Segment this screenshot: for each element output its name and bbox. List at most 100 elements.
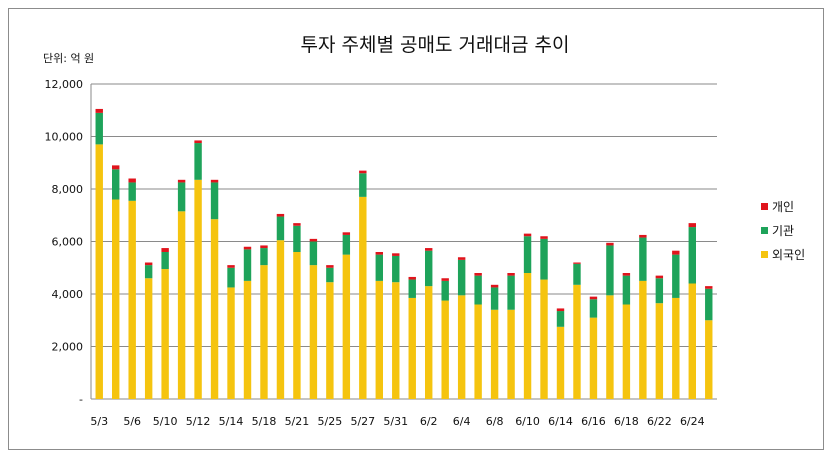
- bar-segment-individual: [688, 223, 696, 228]
- bar-segment-foreign: [392, 282, 400, 399]
- bar-segment-foreign: [655, 303, 664, 399]
- x-tick-label: 5/21: [285, 415, 310, 428]
- bar-segment-individual: [507, 273, 515, 276]
- x-axis-ticks: 5/3 5/6 5/10 5/12 5/14 5/18 5/21 5/25 5/27 5/31 6/…: [90, 415, 704, 428]
- bar-segment-institution: [177, 182, 186, 212]
- bar-segment-foreign: [540, 279, 548, 399]
- bar-segment-institution: [210, 182, 219, 220]
- bar-segment-institution: [276, 216, 285, 241]
- bar-segment-foreign: [326, 282, 334, 399]
- bar-segment-foreign: [95, 144, 103, 399]
- x-tick-label: 6/16: [581, 415, 606, 428]
- bar-segment-individual: [672, 250, 680, 255]
- bar-segment-individual: [425, 248, 433, 251]
- y-tick-label: 6,000: [52, 236, 84, 249]
- bar-segment-institution: [507, 275, 515, 310]
- x-tick-label: 6/2: [420, 415, 438, 428]
- bar-segment-institution: [490, 287, 499, 310]
- bar-segment-individual: [95, 108, 103, 113]
- chart-frame: [8, 8, 824, 450]
- bar-segment-institution: [705, 288, 713, 321]
- bar-segment-individual: [210, 179, 219, 183]
- y-axis-ticks: - 2,000 4,000 6,000 8,000 10,000 12,000: [45, 78, 84, 406]
- bar-segment-individual: [474, 273, 482, 276]
- bar-segment-foreign: [688, 283, 696, 399]
- bar-segment-institution: [375, 254, 383, 281]
- bar-segment-institution: [342, 234, 351, 255]
- bar-segment-individual: [622, 273, 631, 276]
- bar-segment-foreign: [144, 278, 153, 399]
- x-tick-label: 5/12: [186, 415, 211, 428]
- legend-swatch: [761, 203, 768, 210]
- bar-segment-foreign: [589, 317, 598, 399]
- bar-segment-institution: [556, 311, 565, 327]
- bar-segment-foreign: [260, 265, 268, 399]
- x-tick-label: 5/6: [123, 415, 141, 428]
- bar-segment-institution: [326, 267, 334, 283]
- bar-segment-foreign: [606, 295, 614, 399]
- bar-segment-individual: [342, 232, 351, 235]
- x-tick-label: 6/8: [486, 415, 504, 428]
- bar-segment-foreign: [573, 284, 581, 399]
- bar-segment-foreign: [309, 265, 318, 399]
- bar-segment-institution: [95, 112, 103, 145]
- bar-segment-foreign: [161, 269, 169, 399]
- bar-segment-institution: [359, 173, 367, 197]
- bar-segment-individual: [606, 242, 614, 246]
- y-tick-label: 10,000: [45, 131, 84, 144]
- bar-segment-institution: [655, 278, 664, 304]
- bar-segment-institution: [672, 254, 680, 298]
- x-tick-label: 5/31: [383, 415, 408, 428]
- bar-segment-foreign: [342, 254, 351, 399]
- bar-segment-institution: [639, 237, 647, 281]
- bar-segment-institution: [425, 250, 433, 287]
- bar-segment-individual: [540, 236, 548, 239]
- bar-segment-institution: [227, 267, 235, 288]
- y-tick-label: -: [79, 393, 83, 406]
- bar-segment-institution: [441, 280, 449, 301]
- chart-title: 투자 주체별 공매도 거래대금 추이: [300, 34, 570, 56]
- bar-segment-individual: [194, 140, 202, 144]
- x-tick-label: 6/14: [548, 415, 573, 428]
- bar-segment-individual: [128, 178, 136, 183]
- bar-segment-foreign: [507, 309, 515, 399]
- x-tick-label: 5/10: [153, 415, 178, 428]
- bar-segment-institution: [523, 236, 532, 273]
- legend-label: 개인: [772, 200, 794, 214]
- bar-segment-foreign: [639, 280, 647, 399]
- x-tick-label: 5/27: [350, 415, 375, 428]
- bar-segment-institution: [161, 252, 169, 270]
- bar-segment-institution: [474, 275, 482, 305]
- bar-segment-individual: [276, 213, 285, 217]
- bar-segment-individual: [655, 275, 664, 279]
- bar-segment-institution: [688, 227, 696, 284]
- bar-segment-foreign: [227, 287, 235, 399]
- legend-swatch: [761, 251, 768, 258]
- bar-segment-foreign: [359, 196, 367, 399]
- x-tick-label: 6/24: [680, 415, 705, 428]
- bar-segment-individual: [359, 170, 367, 174]
- bar-segment-individual: [556, 308, 565, 312]
- bar-segment-foreign: [705, 320, 713, 399]
- bar-segment-individual: [392, 253, 400, 256]
- bar-segment-foreign: [243, 280, 252, 399]
- bar-segment-foreign: [425, 286, 433, 399]
- bar-segment-individual: [408, 276, 416, 280]
- bar-segment-institution: [260, 248, 268, 266]
- bar-segment-institution: [128, 182, 136, 201]
- bar-segment-foreign: [457, 295, 466, 399]
- legend-label: 외국인: [772, 248, 805, 262]
- bar-segment-foreign: [408, 297, 416, 399]
- x-tick-label: 5/18: [252, 415, 277, 428]
- y-tick-label: 8,000: [52, 183, 84, 196]
- legend-swatch: [761, 227, 768, 234]
- bar-segment-individual: [309, 238, 318, 242]
- bar-segment-foreign: [375, 280, 383, 399]
- x-tick-label: 6/18: [614, 415, 639, 428]
- x-tick-label: 5/14: [219, 415, 244, 428]
- bar-segment-institution: [573, 263, 581, 285]
- y-tick-label: 2,000: [52, 341, 84, 354]
- bar-segment-institution: [392, 255, 400, 283]
- bar-segment-foreign: [474, 304, 482, 399]
